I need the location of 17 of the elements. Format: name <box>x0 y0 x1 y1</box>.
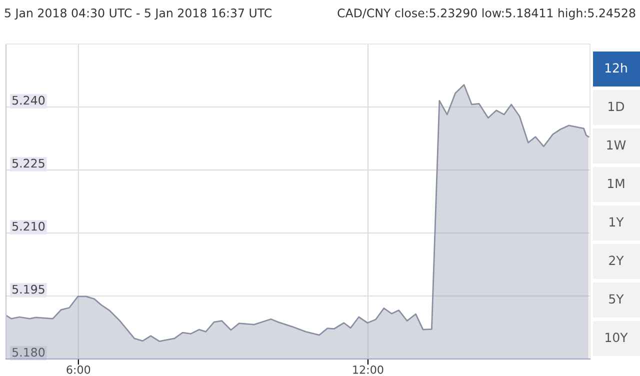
text: 1M <box>608 178 624 188</box>
text: 12h <box>605 62 627 72</box>
text: 1Y <box>610 217 624 226</box>
y-tick-label: 5.195 <box>12 284 44 294</box>
x-tick-label: 12:00 <box>353 365 384 374</box>
x-tick-label: 6:00 <box>66 365 90 374</box>
chart-subtitle: CAD/CNY close:5.23290 low:5.18411 high:5.24528 <box>338 8 636 20</box>
y-tick-label: 5.210 <box>12 222 45 231</box>
text: 1D <box>608 102 624 111</box>
y-tick-label: 5.225 <box>12 158 44 168</box>
text: 5Y <box>609 294 624 304</box>
y-tick-label: 5.240 <box>12 96 45 105</box>
text: 2Y <box>609 256 624 265</box>
text: 1W <box>607 140 626 150</box>
y-tick-label: 5.180 <box>12 348 45 357</box>
text: 10Y <box>606 332 628 342</box>
chart-title: 5 Jan 2018 04:30 UTC - 5 Jan 2018 16:37 UTC <box>4 8 272 20</box>
